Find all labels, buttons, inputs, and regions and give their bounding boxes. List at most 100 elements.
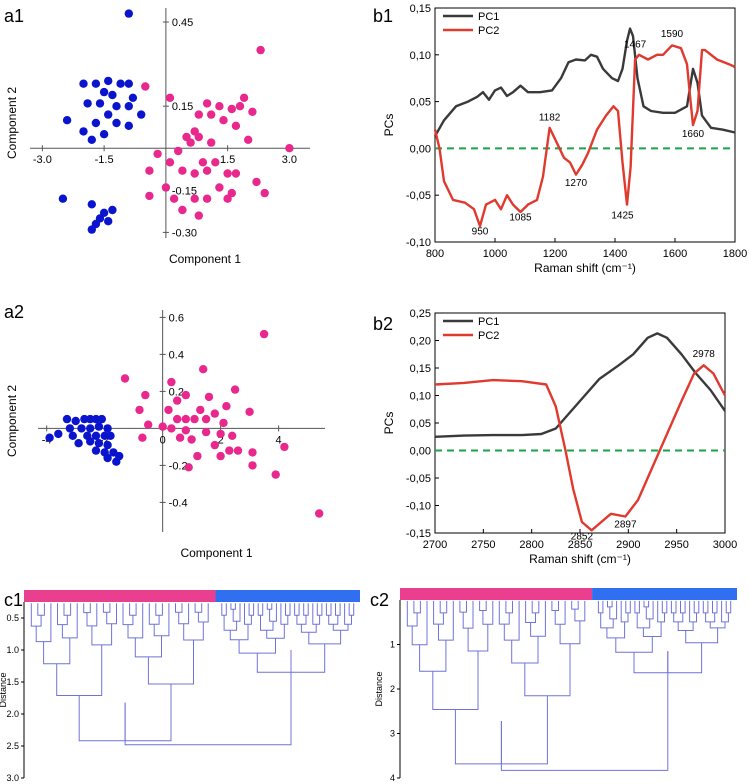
data-point-pink (252, 177, 261, 187)
dendro-link (680, 600, 686, 614)
data-point-pink (244, 135, 253, 144)
y-tick-label: -0,10 (406, 237, 431, 249)
data-point-blue (103, 424, 112, 433)
data-point-pink (231, 121, 241, 130)
data-point-pink (153, 149, 162, 159)
y-tick-label: 0.2 (169, 386, 184, 398)
panel-label-a1: a1 (4, 6, 24, 26)
dendro-link (129, 603, 137, 616)
dendro-root-link (500, 651, 669, 771)
data-point-pink (315, 509, 324, 518)
x-tick-label: -3.0 (33, 154, 52, 166)
data-point-pink (228, 431, 237, 440)
data-point-pink (285, 144, 294, 153)
dendro-link (194, 603, 203, 613)
x-axis-title: Raman shift (cm⁻¹) (529, 552, 631, 566)
y-tick-label: -0.2 (169, 460, 188, 472)
data-point-pink (223, 169, 232, 178)
x-tick-label: 4 (276, 434, 282, 446)
data-point-blue (87, 200, 97, 209)
data-point-blue (71, 416, 80, 426)
dendro-link (257, 603, 264, 616)
dendro-link (300, 624, 317, 633)
dendro-link (642, 621, 662, 637)
y-tick-label: 0.15 (172, 101, 193, 113)
dendro-link (344, 603, 352, 625)
data-point-blue (112, 118, 121, 128)
lineplot-b2: 2700 2750 2800 2850 2900 2950 3000 0,25 0,20 0,15… (382, 308, 737, 566)
dendro-link (609, 600, 618, 620)
data-point-blue (86, 437, 95, 446)
dendro-link (551, 600, 559, 611)
dendro-link (178, 603, 190, 625)
dendro-link (83, 603, 91, 614)
data-point-pink (193, 451, 202, 461)
data-point-pink (181, 426, 190, 435)
data-point-pink (204, 392, 214, 402)
dendro-link (661, 600, 668, 614)
y-tick-label: 4 (390, 773, 395, 783)
y-tick-label: 2.0 (6, 709, 19, 719)
x-tick-label: 2700 (423, 539, 447, 551)
dendro-link (725, 600, 732, 614)
data-point-pink (186, 138, 195, 147)
dendro-link (554, 600, 566, 625)
dendro-link (335, 603, 341, 616)
dendrogram-c1: 0.5 1.0 1.5 2.0 2.5 3.0 Distance (0, 590, 360, 783)
data-point-pink (222, 402, 231, 411)
dendro-link (503, 600, 520, 641)
data-point-pink (173, 396, 182, 405)
dendro-link (643, 600, 650, 608)
y-tick-label: 1 (390, 640, 395, 650)
data-point-blue (137, 110, 146, 119)
data-point-pink (202, 166, 212, 175)
data-point-blue (77, 424, 86, 433)
peak-annotation: 1590 (661, 29, 684, 40)
y-tick-label: 0.6 (169, 312, 184, 324)
dendro-link (175, 603, 183, 613)
peak-annotation: 2852 (571, 532, 594, 543)
x-tick-label: 1400 (603, 248, 627, 260)
x-tick-label: 3000 (713, 539, 737, 551)
data-point-blue (91, 431, 101, 440)
data-point-pink (184, 463, 193, 472)
data-point-pink (158, 422, 167, 431)
dendro-link (248, 603, 255, 616)
data-point-pink (219, 116, 228, 125)
dendro-link (122, 603, 134, 626)
data-point-pink (165, 93, 175, 103)
y-tick-label: -0.4 (169, 497, 188, 509)
data-point-blue (86, 414, 95, 424)
dendro-link (505, 600, 513, 614)
peak-annotation: 1467 (624, 39, 647, 50)
legend-label-pc2: PC2 (478, 25, 499, 37)
panel-label-a2: a2 (4, 302, 24, 322)
peak-annotation: 1660 (682, 129, 705, 140)
data-point-pink (145, 191, 154, 201)
data-point-blue (91, 118, 101, 128)
data-point-blue (124, 102, 133, 111)
dendro-link (153, 603, 170, 637)
data-point-pink (164, 405, 173, 415)
data-point-blue (128, 93, 138, 103)
dendro-link (702, 600, 709, 614)
data-point-blue (103, 453, 112, 463)
data-point-pink (271, 470, 280, 479)
dendro-link (625, 600, 631, 614)
data-point-blue (103, 440, 112, 450)
dendro-link (645, 600, 654, 620)
data-point-pink (190, 414, 199, 424)
x-tick-label: 2900 (616, 539, 640, 551)
y-tick-label: 0,15 (410, 3, 431, 15)
peak-annotation: 1270 (565, 178, 588, 189)
dendro-link (597, 600, 604, 614)
data-point-pink (231, 169, 241, 178)
data-point-pink (201, 414, 211, 424)
dendro-link (56, 644, 103, 696)
dendro-link (244, 603, 252, 625)
peak-annotation: 950 (472, 227, 489, 238)
data-point-pink (230, 385, 240, 394)
dendro-link (411, 600, 428, 646)
dendro-link (620, 600, 629, 623)
data-point-pink (141, 82, 150, 91)
